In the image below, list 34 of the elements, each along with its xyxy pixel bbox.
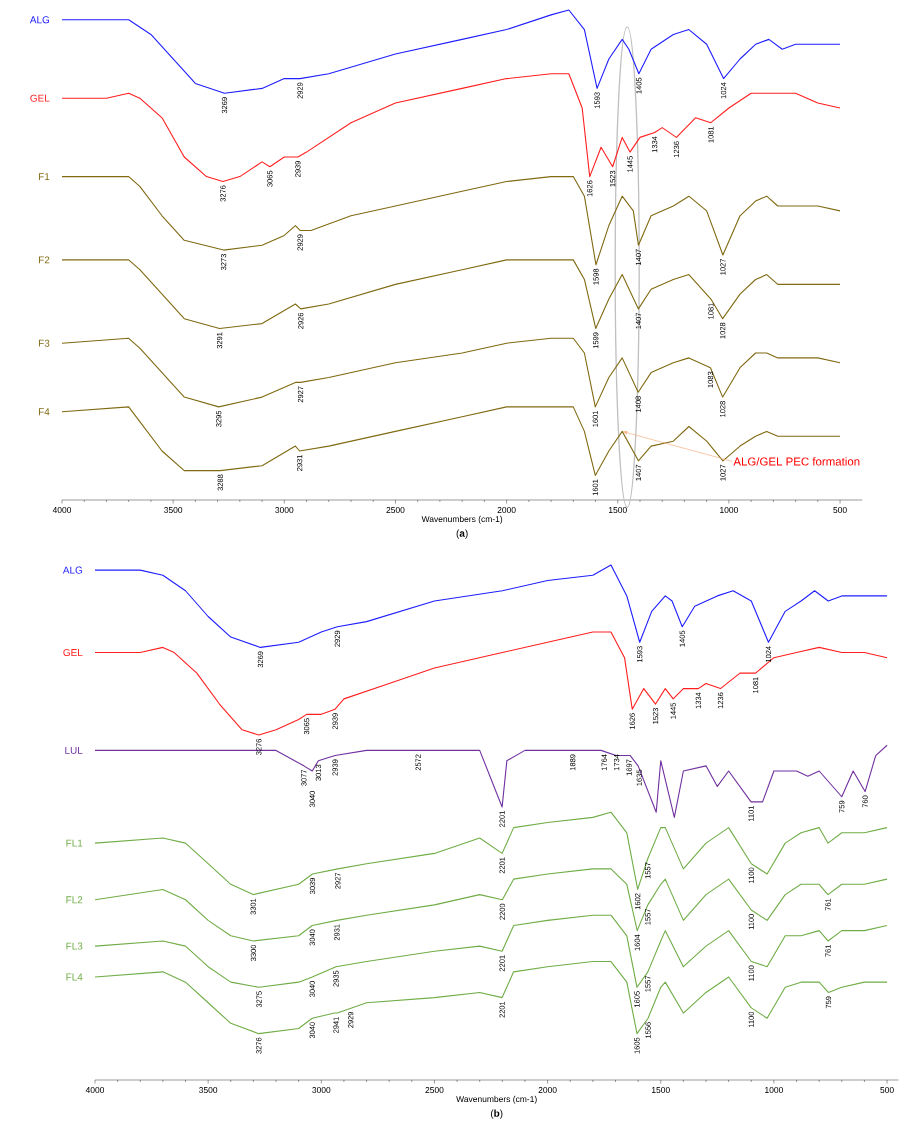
x-tick-label: 2500 bbox=[425, 1087, 444, 1094]
series-label: GEL bbox=[63, 649, 83, 657]
x-tick-label: 3000 bbox=[312, 1087, 331, 1094]
series-label: FL3 bbox=[66, 942, 83, 950]
x-tick-label: 2000 bbox=[497, 507, 516, 513]
series-label: FL4 bbox=[66, 973, 83, 981]
x-tick-label: 1500 bbox=[608, 507, 627, 513]
series-label: F3 bbox=[38, 339, 50, 347]
x-tick-label: 1000 bbox=[720, 507, 738, 513]
x-tick-label: 500 bbox=[880, 1087, 894, 1094]
annotation: ALG/GEL PEC formation bbox=[733, 457, 860, 466]
x-tick-label: 1500 bbox=[651, 1087, 670, 1094]
series-label: ALG bbox=[29, 16, 50, 24]
x-tick-label: 4000 bbox=[85, 1087, 105, 1094]
series-label: F4 bbox=[38, 408, 50, 416]
x-tick-label: 4000 bbox=[52, 507, 72, 513]
series-label: FL1 bbox=[66, 839, 83, 847]
x-tick-label: 2000 bbox=[538, 1087, 557, 1094]
x-axis-title: Wavenumbers (cm-1) bbox=[456, 1095, 537, 1104]
x-axis-title: Wavenumbers (cm-1) bbox=[421, 515, 503, 524]
x-tick-label: 2500 bbox=[386, 507, 405, 513]
x-tick-label: 3000 bbox=[275, 507, 294, 513]
series-label: FL2 bbox=[66, 896, 83, 904]
series-label: ALG bbox=[62, 566, 83, 574]
series-label: F1 bbox=[38, 173, 50, 181]
text: (a) bbox=[456, 529, 468, 539]
x-tick-label: 500 bbox=[833, 507, 847, 513]
x-tick-label: 3500 bbox=[164, 507, 183, 513]
text: (b) bbox=[490, 1109, 503, 1119]
series-label: GEL bbox=[30, 94, 50, 102]
x-tick-label: 1000 bbox=[765, 1087, 783, 1094]
series-label: F2 bbox=[38, 256, 50, 264]
x-tick-label: 3500 bbox=[199, 1087, 218, 1094]
series-label: LUL bbox=[65, 746, 83, 754]
